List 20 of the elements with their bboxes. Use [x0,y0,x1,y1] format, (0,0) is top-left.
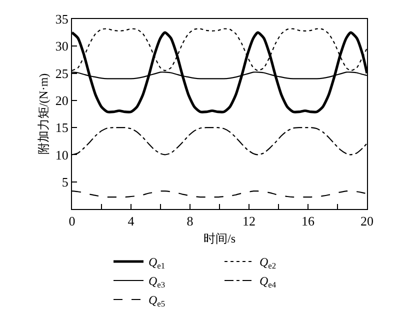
legend-label: Q$_{e1}$ [148,255,166,271]
y-axis-title: 附加力矩/(N·m) [36,73,51,155]
x-axis-title: 时间/s [203,232,236,246]
x-tick-label: 12 [242,214,256,229]
legend-label: Q$_{e3}$ [148,274,166,290]
y-tick-label: 35 [55,12,68,27]
legend-label: Q$_{e5}$ [148,293,166,309]
y-tick-label: 20 [55,92,68,108]
y-tick-label: 25 [55,66,68,81]
y-tick-label: 5 [62,174,68,190]
y-tick-label: 30 [55,38,68,54]
y-tick-label: 15 [55,120,68,136]
x-tick-label: 20 [360,214,374,229]
legend-label: Q$_{e4}$ [260,274,277,290]
legend-label: Q$_{e2}$ [260,255,276,271]
x-tick-label: 8 [186,214,194,229]
x-tick-label: 4 [128,214,135,229]
x-tick-label: 0 [68,214,76,229]
x-tick-label: 16 [302,214,315,229]
y-tick-label: 10 [55,147,68,162]
